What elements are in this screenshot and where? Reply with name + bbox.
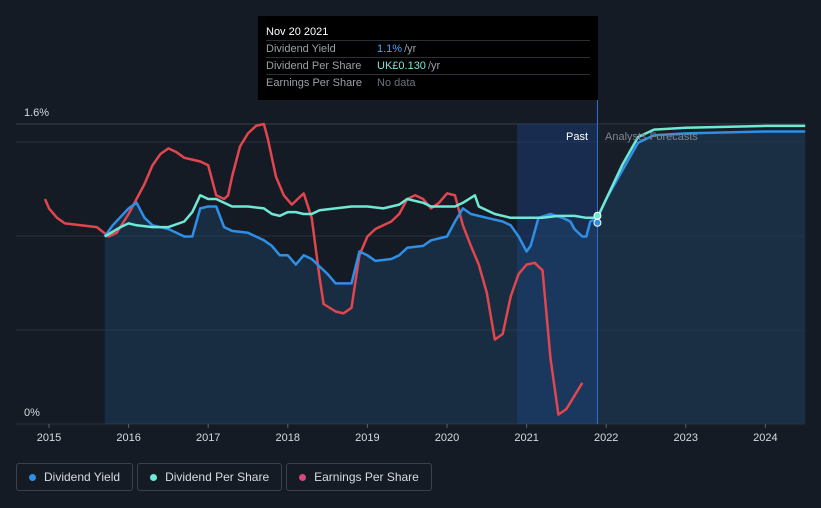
tooltip-row-earnings-per-share: Earnings Per Share No data xyxy=(266,74,590,91)
forecast-region-label: Analysts Forecasts xyxy=(605,131,698,143)
legend-item-earnings-per-share[interactable]: Earnings Per Share xyxy=(286,463,432,491)
legend-dot-icon xyxy=(299,473,307,481)
current-value-marker xyxy=(593,218,602,227)
tooltip-unit: /yr xyxy=(404,43,417,55)
tooltip-row-dividend-yield: Dividend Yield 1.1% /yr xyxy=(266,40,590,57)
y-axis-top-label: 1.6% xyxy=(24,107,49,119)
tooltip-value: No data xyxy=(377,77,416,89)
legend-item-dividend-per-share[interactable]: Dividend Per Share xyxy=(137,463,283,491)
past-region-label: Past xyxy=(566,131,588,143)
chart-legend: Dividend Yield Dividend Per Share Earnin… xyxy=(16,463,432,491)
legend-label: Dividend Per Share xyxy=(165,470,270,484)
hover-tooltip: Nov 20 2021 Dividend Yield 1.1% /yr Divi… xyxy=(258,16,598,100)
tooltip-label: Dividend Per Share xyxy=(266,60,362,72)
x-tick-label: 2021 xyxy=(514,432,538,444)
legend-item-dividend-yield[interactable]: Dividend Yield xyxy=(16,463,134,491)
x-tick-label: 2015 xyxy=(37,432,61,444)
x-tick-label: 2018 xyxy=(276,432,300,444)
tooltip-value: 1.1% xyxy=(377,43,403,55)
y-axis-bottom-label: 0% xyxy=(24,407,40,419)
earnings-per-share-line xyxy=(43,122,584,416)
forecast-region xyxy=(597,124,805,424)
x-tick-label: 2016 xyxy=(116,432,140,444)
dividend-yield-area xyxy=(104,131,806,424)
legend-label: Earnings Per Share xyxy=(314,470,419,484)
tooltip-row-dividend-per-share: Dividend Per Share UK£0.130 /yr xyxy=(266,57,590,74)
legend-dot-icon xyxy=(29,473,36,481)
current-markers xyxy=(593,211,602,227)
series-lines xyxy=(43,122,806,416)
tooltip-label: Earnings Per Share xyxy=(266,77,362,89)
legend-dot-icon xyxy=(150,473,158,481)
tooltip-label: Dividend Yield xyxy=(266,43,336,55)
x-axis-ticks: 2015 2016 2017 2018 2019 2020 2021 2022 2023 2024 xyxy=(37,424,778,444)
x-tick-label: 2024 xyxy=(753,432,777,444)
dividend-per-share-line xyxy=(104,124,806,238)
past-period-highlight xyxy=(517,124,598,424)
x-tick-label: 2020 xyxy=(435,432,459,444)
x-tick-label: 2023 xyxy=(674,432,698,444)
tooltip-date: Nov 20 2021 xyxy=(266,26,329,38)
tooltip-value: UK£0.130 xyxy=(377,60,426,72)
x-tick-label: 2022 xyxy=(594,432,618,444)
legend-label: Dividend Yield xyxy=(44,470,121,484)
x-tick-label: 2019 xyxy=(355,432,379,444)
x-tick-label: 2017 xyxy=(196,432,220,444)
tooltip-unit: /yr xyxy=(427,60,441,72)
dividend-yield-line xyxy=(103,130,806,285)
current-value-marker xyxy=(593,211,602,220)
